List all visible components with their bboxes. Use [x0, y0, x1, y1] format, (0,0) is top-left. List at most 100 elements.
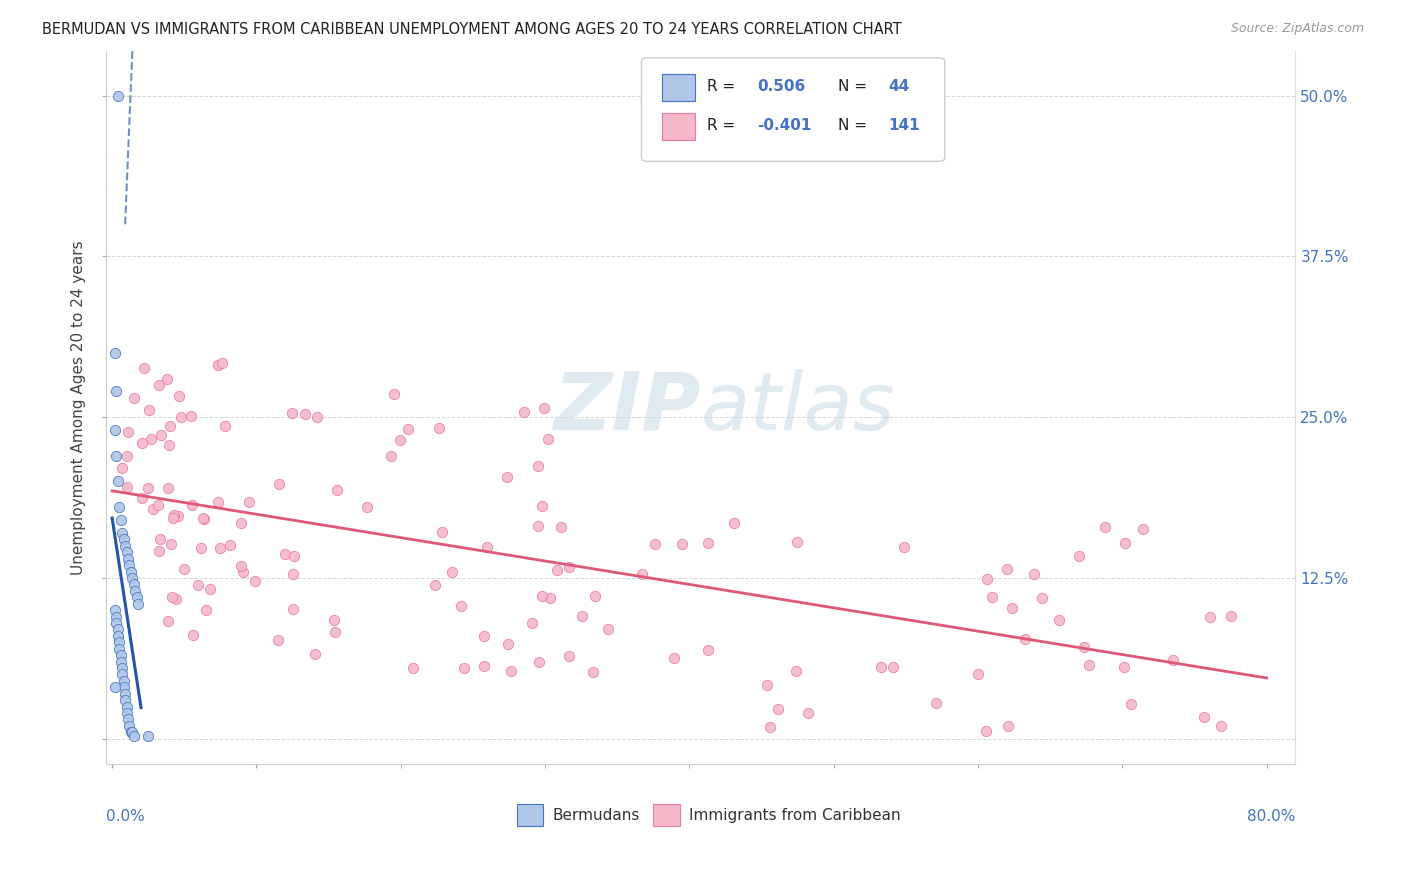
Point [107, 629, 129, 643]
Point [440, 566, 463, 580]
Point [105, 449, 128, 463]
Point [797, 706, 820, 721]
FancyBboxPatch shape [662, 74, 695, 102]
Point [120, 565, 142, 579]
Point [127, 597, 149, 611]
Point [1024, 566, 1046, 581]
Text: N =: N = [838, 118, 872, 133]
Point [112, 673, 135, 688]
Point [527, 519, 550, 533]
Text: atlas: atlas [702, 368, 896, 447]
Point [111, 667, 134, 681]
Point [450, 599, 472, 613]
Text: Bermudans: Bermudans [553, 807, 640, 822]
Point [269, 477, 291, 491]
Point [266, 633, 288, 648]
Point [122, 729, 145, 743]
Point [1069, 549, 1091, 563]
Point [110, 655, 132, 669]
Point [997, 561, 1019, 575]
Point [583, 589, 606, 603]
Point [474, 658, 496, 673]
Point [211, 356, 233, 370]
Point [117, 551, 139, 566]
Point [112, 680, 135, 694]
Point [214, 419, 236, 434]
Point [111, 661, 134, 675]
Point [380, 449, 402, 463]
Point [148, 544, 170, 558]
Point [195, 603, 218, 617]
Point [243, 574, 266, 588]
Point [118, 558, 141, 572]
Point [546, 563, 568, 577]
Point [382, 386, 405, 401]
Point [207, 495, 229, 509]
Point [326, 483, 349, 498]
Point [156, 372, 179, 386]
Point [558, 649, 581, 664]
Point [159, 418, 181, 433]
Point [1114, 659, 1136, 673]
Point [1031, 591, 1053, 605]
Point [118, 719, 141, 733]
Point [160, 537, 183, 551]
Point [1047, 613, 1070, 627]
Point [283, 567, 305, 582]
Point [157, 438, 180, 452]
Point [173, 562, 195, 576]
Point [131, 435, 153, 450]
Point [114, 693, 136, 707]
Point [104, 603, 127, 617]
Point [120, 725, 142, 739]
Text: 0.506: 0.506 [756, 78, 806, 94]
FancyBboxPatch shape [641, 58, 945, 161]
Point [138, 403, 160, 417]
Point [115, 699, 138, 714]
Point [1114, 536, 1136, 550]
Text: Source: ZipAtlas.com: Source: ZipAtlas.com [1230, 22, 1364, 36]
Point [104, 423, 127, 437]
Y-axis label: Unemployment Among Ages 20 to 24 years: Unemployment Among Ages 20 to 24 years [72, 240, 86, 574]
Point [294, 408, 316, 422]
Point [472, 629, 495, 643]
Point [664, 650, 686, 665]
Point [430, 525, 453, 540]
Point [238, 495, 260, 509]
Text: N =: N = [838, 78, 872, 94]
Point [501, 665, 523, 679]
Point [115, 706, 138, 720]
Point [209, 541, 232, 556]
Point [323, 613, 346, 627]
Point [869, 660, 891, 674]
Point [232, 565, 254, 579]
Point [111, 461, 134, 475]
Point [121, 725, 143, 739]
FancyBboxPatch shape [516, 805, 543, 826]
Point [529, 655, 551, 669]
Point [134, 361, 156, 376]
Point [1199, 610, 1222, 624]
Point [115, 450, 138, 464]
Point [122, 391, 145, 405]
Point [162, 590, 184, 604]
Point [976, 572, 998, 586]
Point [110, 648, 132, 662]
Point [166, 509, 188, 524]
Point [190, 541, 212, 556]
Point [108, 500, 131, 515]
Point [104, 680, 127, 694]
Point [558, 560, 581, 574]
Point [229, 516, 252, 530]
Point [283, 601, 305, 615]
Point [105, 615, 128, 630]
Point [142, 502, 165, 516]
Point [1132, 522, 1154, 536]
Point [596, 622, 619, 636]
Point [149, 428, 172, 442]
Point [231, 559, 253, 574]
Point [117, 713, 139, 727]
Point [122, 577, 145, 591]
Text: 0.0%: 0.0% [107, 809, 145, 823]
Point [105, 384, 128, 399]
